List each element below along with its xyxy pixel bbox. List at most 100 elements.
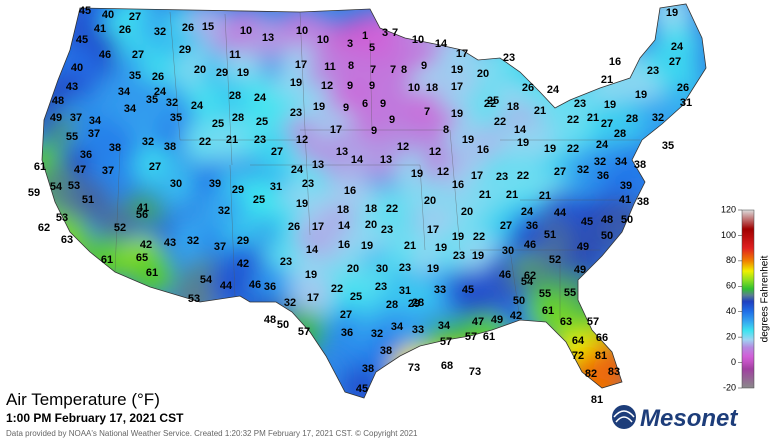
colorbar-tick-label: 0 <box>731 357 736 367</box>
station-temperature: 17 <box>312 221 324 233</box>
colorbar-tick-label: -20 <box>723 382 736 392</box>
station-temperature: 23 <box>302 178 314 190</box>
station-temperature: 14 <box>306 244 319 256</box>
station-temperature: 19 <box>452 231 464 243</box>
station-temperature: 19 <box>435 242 447 254</box>
station-temperature: 16 <box>452 179 464 191</box>
station-temperature: 37 <box>70 112 82 124</box>
station-temperature: 45 <box>79 5 91 17</box>
station-temperature: 24 <box>671 41 684 53</box>
station-temperature: 33 <box>412 324 424 336</box>
station-temperature: 21 <box>226 134 238 146</box>
station-temperature: 3 <box>382 27 388 39</box>
station-temperature: 19 <box>472 250 484 262</box>
station-temperature: 32 <box>218 205 230 217</box>
station-temperature: 13 <box>380 154 392 166</box>
station-temperature: 17 <box>427 224 439 236</box>
station-temperature: 38 <box>637 196 649 208</box>
station-temperature: 41 <box>137 202 149 214</box>
station-temperature: 61 <box>146 267 158 279</box>
logo-text: Mesonet <box>640 405 738 432</box>
temperature-blob <box>108 87 152 131</box>
station-temperature: 61 <box>34 161 46 173</box>
station-temperature: 24 <box>254 92 267 104</box>
station-temperature: 25 <box>487 95 499 107</box>
station-temperature: 48 <box>601 214 613 226</box>
station-temperature: 45 <box>581 216 593 228</box>
station-temperature: 29 <box>216 67 228 79</box>
station-temperature: 27 <box>129 11 141 23</box>
station-temperature: 53 <box>188 293 200 305</box>
station-temperature: 54 <box>50 181 63 193</box>
station-temperature: 19 <box>361 240 373 252</box>
station-temperature: 54 <box>521 276 534 288</box>
station-temperature: 36 <box>264 281 276 293</box>
temperature-blob <box>650 4 694 35</box>
colorbar-tick-label: 120 <box>721 204 736 214</box>
station-temperature: 42 <box>140 239 152 251</box>
station-temperature: 23 <box>280 256 292 268</box>
station-temperature: 82 <box>585 368 597 380</box>
station-temperature: 26 <box>119 24 131 36</box>
station-temperature: 21 <box>479 189 491 201</box>
station-temperature: 20 <box>365 219 377 231</box>
station-temperature: 11 <box>324 61 336 73</box>
station-temperature: 30 <box>502 245 514 257</box>
station-temperature: 65 <box>136 252 148 264</box>
station-temperature: 72 <box>572 350 584 362</box>
station-temperature: 12 <box>429 146 441 158</box>
station-temperature: 53 <box>56 212 68 224</box>
station-temperature: 19 <box>544 143 556 155</box>
station-temperature: 14 <box>514 124 527 136</box>
station-temperature: 28 <box>626 113 638 125</box>
map-title: Air Temperature (°F) <box>6 390 160 409</box>
colorbar-tick-label: 80 <box>726 255 736 265</box>
station-temperature: 24 <box>596 139 609 151</box>
station-temperature: 18 <box>426 82 438 94</box>
station-temperature: 34 <box>124 103 137 115</box>
station-temperature: 23 <box>496 171 508 183</box>
station-temperature: 18 <box>507 101 519 113</box>
station-temperature: 9 <box>347 80 353 92</box>
station-temperature: 19 <box>604 99 616 111</box>
station-temperature: 42 <box>510 310 522 322</box>
station-temperature: 44 <box>220 280 233 292</box>
station-temperature: 7 <box>390 64 396 76</box>
station-temperature: 28 <box>412 297 424 309</box>
station-temperature: 16 <box>477 144 489 156</box>
station-temperature: 24 <box>154 86 167 98</box>
station-temperature: 13 <box>312 159 324 171</box>
station-temperature: 19 <box>313 101 325 113</box>
station-temperature: 14 <box>435 38 448 50</box>
station-temperature: 48 <box>264 314 276 326</box>
station-temperature: 9 <box>389 114 395 126</box>
station-temperature: 49 <box>491 314 503 326</box>
station-temperature: 57 <box>587 316 599 328</box>
station-temperature: 51 <box>82 194 94 206</box>
station-temperature: 63 <box>61 234 73 246</box>
station-temperature: 23 <box>381 224 393 236</box>
station-temperature: 23 <box>399 262 411 274</box>
station-temperature: 7 <box>392 27 398 39</box>
station-temperature: 23 <box>647 65 659 77</box>
station-temperature: 62 <box>524 270 536 282</box>
station-temperature: 9 <box>421 60 427 72</box>
station-temperature: 22 <box>473 231 485 243</box>
station-temperature: 26 <box>677 82 689 94</box>
temperature-blob <box>237 178 281 222</box>
station-temperature: 17 <box>307 292 319 304</box>
station-temperature: 81 <box>591 394 603 406</box>
station-temperature: 19 <box>517 137 529 149</box>
station-temperature: 32 <box>577 164 589 176</box>
station-temperature: 55 <box>66 131 78 143</box>
station-temperature: 56 <box>136 209 148 221</box>
station-temperature: 19 <box>427 263 439 275</box>
station-temperature: 43 <box>164 237 176 249</box>
station-temperature: 34 <box>118 86 131 98</box>
station-temperature: 53 <box>68 180 80 192</box>
station-temperature: 73 <box>408 362 420 374</box>
credit: Data provided by NOAA's National Weather… <box>6 429 418 438</box>
station-temperature: 31 <box>399 285 411 297</box>
logo-emblem-lines <box>613 410 635 423</box>
station-temperature: 23 <box>574 98 586 110</box>
